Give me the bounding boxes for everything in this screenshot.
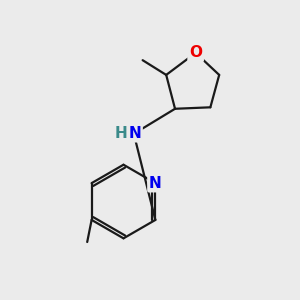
Text: O: O xyxy=(189,45,202,60)
Text: N: N xyxy=(149,176,162,190)
Text: H: H xyxy=(115,126,128,141)
Text: N: N xyxy=(129,126,142,141)
